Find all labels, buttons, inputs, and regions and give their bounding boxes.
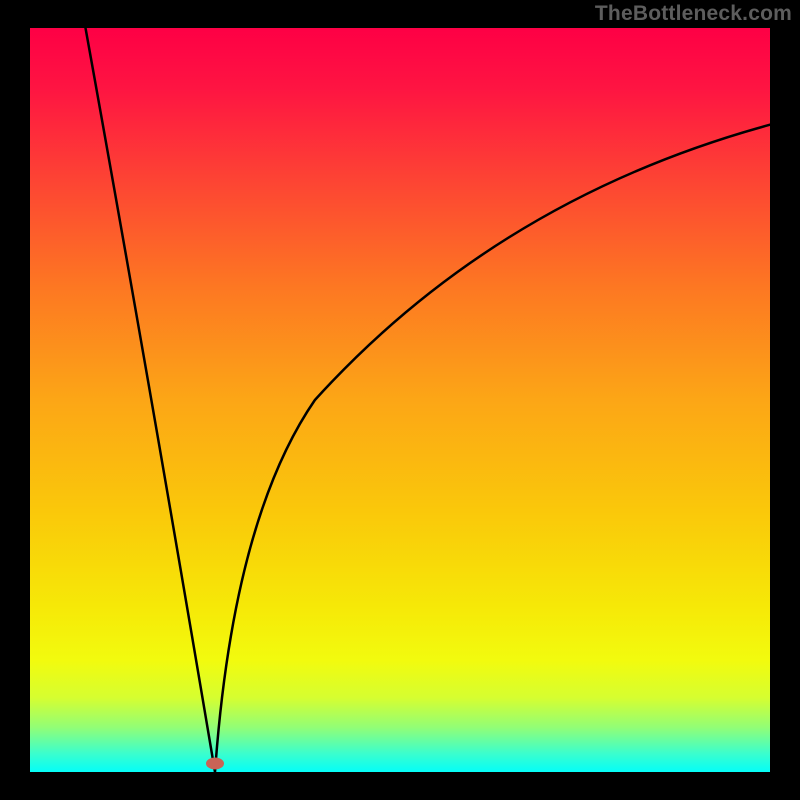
bottleneck-chart [0,0,800,800]
minimum-marker [206,757,224,769]
watermark-text: TheBottleneck.com [595,2,792,26]
plot-area [30,28,770,772]
